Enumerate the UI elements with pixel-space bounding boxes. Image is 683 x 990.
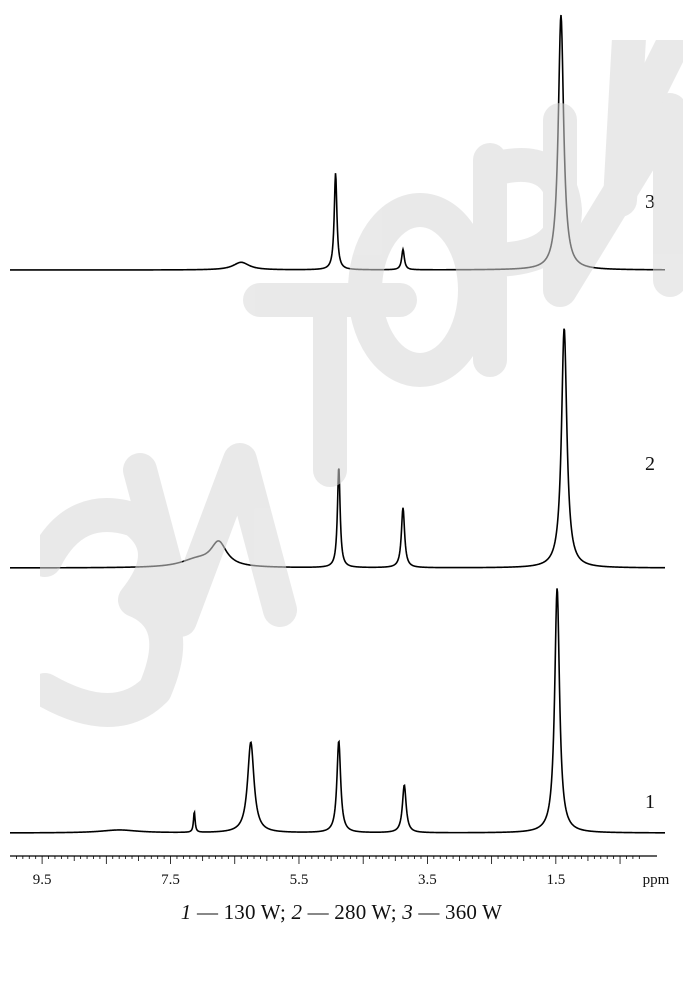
spectrum-trace-1: [10, 588, 665, 834]
caption-series-3: 3: [402, 900, 413, 924]
caption-series-1: 1: [180, 900, 192, 924]
spectrum-trace-3: [10, 14, 665, 271]
x-tick-label: 7.5: [161, 872, 180, 888]
caption-text-3: — 360 W: [412, 900, 503, 924]
figure-caption: 1 — 130 W; 2 — 280 W; 3 — 360 W: [0, 900, 683, 925]
x-axis: 9.5 7.5 5.5 3.5 1.5 ppm: [10, 855, 670, 888]
x-tick-label: 9.5: [33, 872, 52, 888]
caption-text-2: — 280 W;: [302, 900, 403, 924]
trace-labels: 1 2 3: [645, 191, 655, 813]
nmr-spectrum-chart: 9.5 7.5 5.5 3.5 1.5 ppm 1 2 3: [10, 14, 670, 888]
trace-label-2: 2: [645, 453, 655, 475]
caption-series-2: 2: [291, 900, 303, 924]
x-tick-label: 1.5: [546, 872, 565, 888]
caption-text-1: — 130 W;: [191, 900, 292, 924]
spectra-group: [10, 14, 665, 834]
x-axis-label: ppm: [643, 872, 670, 888]
trace-label-3: 3: [645, 191, 655, 213]
nmr-spectrum-figure: 9.5 7.5 5.5 3.5 1.5 ppm 1 2 3: [10, 14, 670, 888]
x-tick-label: 5.5: [290, 872, 309, 888]
x-tick-label: 3.5: [418, 872, 437, 888]
trace-label-1: 1: [645, 791, 655, 813]
spectrum-trace-2: [10, 328, 665, 569]
